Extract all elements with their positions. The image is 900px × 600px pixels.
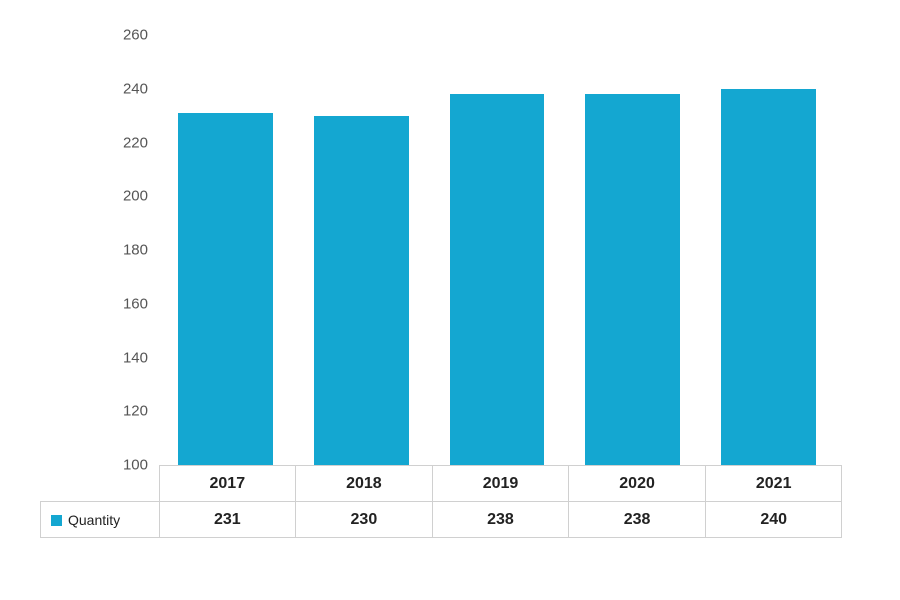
legend-cell: Quantity bbox=[41, 502, 160, 538]
category-cell-2020: 2020 bbox=[569, 466, 706, 502]
value-label: 230 bbox=[351, 511, 378, 528]
value-label: 231 bbox=[214, 511, 241, 528]
bars-layer bbox=[158, 35, 836, 465]
value-label: 238 bbox=[487, 511, 514, 528]
category-label: 2017 bbox=[210, 475, 246, 492]
legend-swatch-icon bbox=[51, 515, 62, 526]
category-label: 2018 bbox=[346, 475, 382, 492]
category-label: 2021 bbox=[756, 475, 792, 492]
bar-2018 bbox=[314, 116, 409, 465]
value-cell-2017: 231 bbox=[159, 502, 296, 538]
y-tick-label: 200 bbox=[123, 188, 158, 205]
y-tick-label: 240 bbox=[123, 80, 158, 97]
category-cell-2021: 2021 bbox=[705, 466, 842, 502]
value-label: 238 bbox=[624, 511, 651, 528]
category-label: 2020 bbox=[619, 475, 655, 492]
bar-2020 bbox=[585, 94, 680, 465]
category-cell-2018: 2018 bbox=[296, 466, 433, 502]
value-cell-2020: 238 bbox=[569, 502, 706, 538]
y-tick-label: 180 bbox=[123, 242, 158, 259]
value-cell-2021: 240 bbox=[705, 502, 842, 538]
y-tick-label: 120 bbox=[123, 403, 158, 420]
bar-2021 bbox=[721, 89, 816, 465]
value-cell-2019: 238 bbox=[432, 502, 569, 538]
value-label: 240 bbox=[760, 511, 787, 528]
table-blank-cell bbox=[41, 466, 160, 502]
category-cell-2019: 2019 bbox=[432, 466, 569, 502]
y-tick-label: 260 bbox=[123, 27, 158, 44]
plot-area: 100120140160180200220240260 bbox=[158, 35, 836, 465]
y-tick-label: 140 bbox=[123, 349, 158, 366]
y-tick-label: 160 bbox=[123, 295, 158, 312]
y-tick-label: 220 bbox=[123, 134, 158, 151]
bar-2017 bbox=[178, 113, 273, 465]
data-table: 2017 2018 2019 2020 2021 Quantity 231 230 238 238… bbox=[40, 465, 842, 538]
bar-2019 bbox=[450, 94, 545, 465]
category-cell-2017: 2017 bbox=[159, 466, 296, 502]
value-cell-2018: 230 bbox=[296, 502, 433, 538]
quantity-bar-chart: 100120140160180200220240260 2017 2018 2019… bbox=[0, 0, 900, 600]
category-label: 2019 bbox=[483, 475, 519, 492]
legend-label: Quantity bbox=[68, 512, 120, 528]
